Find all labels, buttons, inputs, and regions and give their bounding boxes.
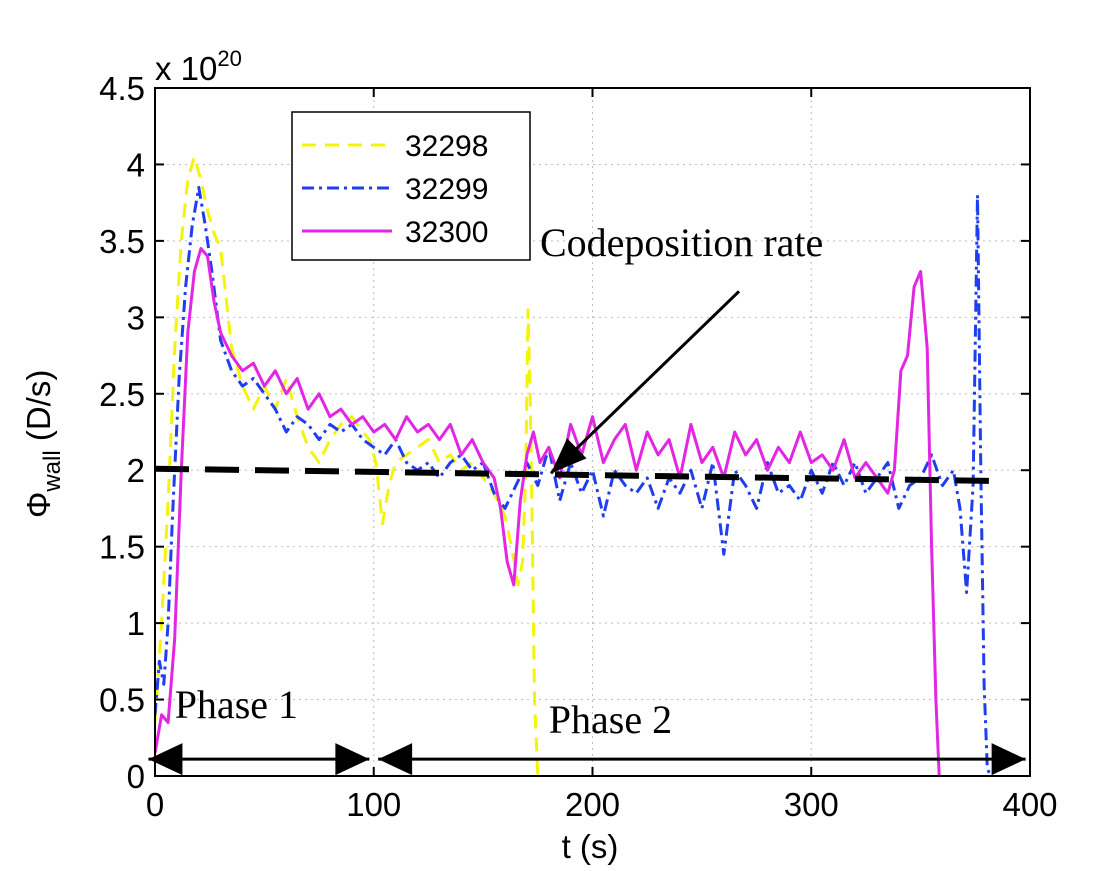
legend-label-32298: 32298: [405, 130, 488, 163]
legend: 32298 32299 32300: [291, 111, 531, 261]
codeposition-arrow-head: [550, 438, 587, 474]
reference-line-layer: [154, 465, 993, 484]
phase-1-arrow-head-right: [335, 743, 370, 776]
legend-label-32300: 32300: [405, 216, 488, 249]
y-axis-subscript: wall: [39, 450, 66, 492]
y-tick-label: 4.5: [99, 70, 145, 107]
legend-label-32299: 32299: [405, 173, 488, 206]
y-axis-label: Φwall (D/s): [20, 370, 66, 518]
y-tick-label: 0.5: [99, 682, 145, 719]
x-tick-label: 200: [565, 786, 620, 823]
y-tick-label: 0: [127, 758, 145, 795]
legend-entries: 32298 32299 32300: [302, 130, 488, 249]
y-tick-label: 4: [127, 146, 145, 183]
phase-2-arrow-head-left: [378, 743, 413, 776]
codeposition-arrow-shaft: [549, 290, 741, 475]
y-multiplier: x 1020: [155, 46, 242, 87]
y-tick-label: 1.5: [99, 529, 145, 566]
annotation-codeposition-rate: Codeposition rate: [540, 220, 823, 265]
y-tick-label: 3.5: [99, 223, 145, 260]
x-tick-label: 0: [146, 786, 164, 823]
annotations: Codeposition rate Phase 1 Phase 2: [148, 220, 1026, 776]
annotation-phase-2: Phase 2: [549, 697, 672, 742]
y-tick-label: 1: [127, 605, 145, 642]
y-tick-label: 3: [127, 299, 145, 336]
x-axis-label: t (s): [562, 828, 619, 865]
y-axis-symbol: Φ: [20, 492, 57, 518]
x-tick-label: 100: [346, 786, 401, 823]
legend-box: [291, 111, 531, 261]
series-line-32300: [155, 247, 941, 776]
y-tick-label: 2: [127, 452, 145, 489]
y-tick-label: 2.5: [99, 376, 145, 413]
x-tick-label: 400: [1002, 786, 1057, 823]
series-line-32298: [155, 155, 540, 776]
plot-series: [155, 155, 992, 776]
annotation-phase-1: Phase 1: [175, 682, 298, 727]
x-axis-ticks: 0 100 200 300 400: [146, 88, 1058, 823]
y-axis-ticks: 0 0.5 1 1.5 2 2.5 3 3.5 4 4.5: [99, 70, 1030, 795]
x-tick-label: 300: [784, 786, 839, 823]
codeposition-reference-line: [154, 465, 993, 484]
series-line-32299: [155, 185, 992, 776]
y-multiplier-exponent: 20: [217, 46, 241, 71]
phase-1-arrow-head-left: [148, 743, 183, 776]
y-axis-unit: (D/s): [20, 370, 57, 451]
y-multiplier-prefix: x 10: [155, 50, 217, 87]
phase-2-arrow-head-right: [991, 743, 1026, 776]
